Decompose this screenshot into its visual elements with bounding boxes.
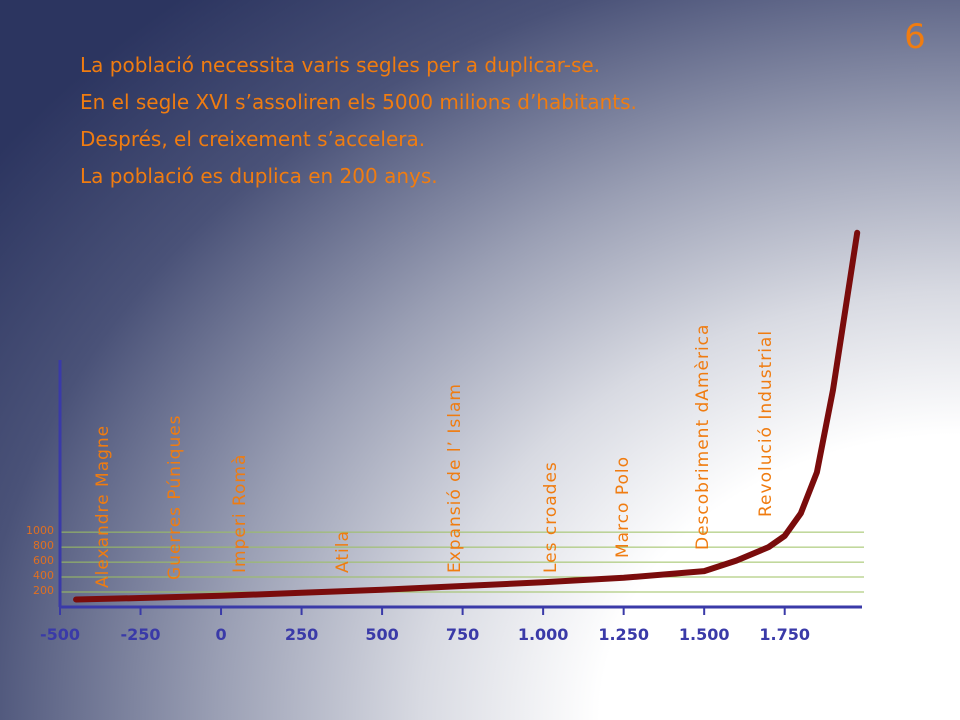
x-tick-label: 1.750 bbox=[759, 625, 810, 644]
x-tick-label: 750 bbox=[446, 625, 479, 644]
event-label: Descobriment dAmèrica bbox=[693, 324, 713, 550]
event-label: Atila bbox=[333, 530, 353, 573]
text-line: La població es duplica en 200 anys. bbox=[80, 164, 438, 188]
event-label: Les croades bbox=[541, 461, 561, 573]
event-label: Alexandre Magne bbox=[93, 425, 113, 588]
text-line: La població necessita varis segles per a… bbox=[80, 53, 600, 77]
x-tick-label: 500 bbox=[365, 625, 398, 644]
event-label: Marco Polo bbox=[613, 456, 633, 558]
x-tick-label: 0 bbox=[215, 625, 226, 644]
text-line: En el segle XVI s’assoliren els 5000 mil… bbox=[80, 90, 637, 114]
y-tick-label: 400 bbox=[33, 569, 54, 582]
x-tick-label: 1.000 bbox=[518, 625, 569, 644]
page-number: 6 bbox=[904, 17, 926, 57]
population-line bbox=[73, 229, 861, 603]
event-label: Imperi Romà bbox=[230, 454, 250, 573]
y-tick-label: 200 bbox=[33, 584, 54, 597]
y-tick-label: 800 bbox=[33, 539, 54, 552]
x-tick-label: 250 bbox=[285, 625, 318, 644]
x-tick-label: 1.250 bbox=[598, 625, 649, 644]
event-label: Revolució Industrial bbox=[756, 330, 776, 517]
x-tick-label: -500 bbox=[40, 625, 80, 644]
x-tick-label: -250 bbox=[120, 625, 160, 644]
event-label: Guerres Púniques bbox=[165, 414, 185, 580]
y-tick-label: 600 bbox=[33, 554, 54, 567]
event-label: Expansió de l’ Islam bbox=[445, 383, 465, 573]
text-line: Després, el creixement s’accelera. bbox=[80, 127, 425, 151]
x-tick-label: 1.500 bbox=[679, 625, 730, 644]
y-tick-label: 1000 bbox=[26, 524, 54, 537]
